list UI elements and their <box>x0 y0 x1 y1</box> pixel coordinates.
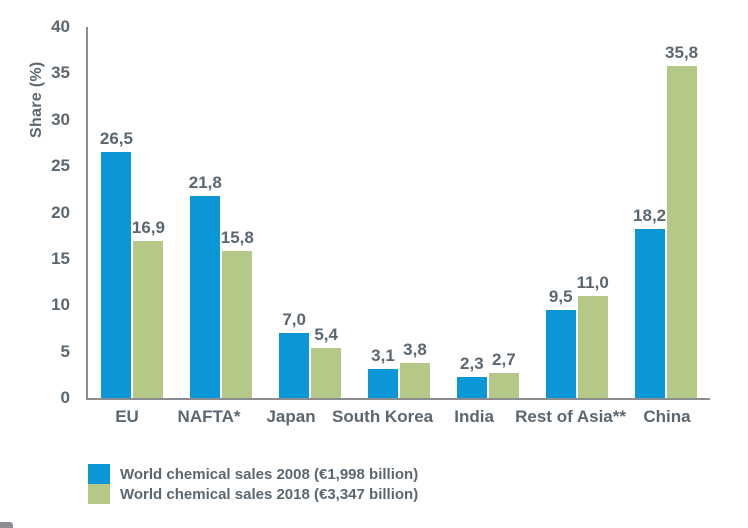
bar: 18,2 <box>633 206 666 398</box>
legend-label: World chemical sales 2018 (€3,347 billio… <box>120 485 419 503</box>
y-tick-label: 35 <box>51 63 70 83</box>
bar: 11,0 <box>577 273 609 398</box>
bar-value-label: 11,0 <box>576 272 609 292</box>
legend-item: World chemical sales 2008 (€1,998 billio… <box>88 464 418 484</box>
x-category-label: NAFTA* <box>177 407 241 426</box>
x-category-label: South Korea <box>332 407 434 426</box>
y-tick-label: 10 <box>51 295 70 315</box>
legend-label: World chemical sales 2008 (€1,998 billio… <box>120 465 419 483</box>
y-tick-label: 40 <box>51 17 70 36</box>
category-group: 9,5 11,0 <box>532 27 621 398</box>
bar: 2,3 <box>456 354 487 398</box>
y-axis-tick-labels: 40 35 30 25 20 15 10 5 0 <box>34 0 78 420</box>
y-tick-label: 5 <box>60 341 70 361</box>
x-category-label: EU <box>115 407 139 426</box>
x-axis-category-labels: EU NAFTA* Japan South Korea India Rest of Asi… <box>86 407 708 427</box>
bar-value-label: 3,1 <box>371 346 395 366</box>
bottom-left-partial-shape <box>0 522 13 528</box>
x-category-label: Rest of Asia** <box>515 407 626 426</box>
bar-value-label: 2,3 <box>460 353 484 373</box>
y-tick-label: 25 <box>51 156 70 176</box>
plot-area: 26,5 16,9 21,8 15,8 7,0 5,4 3,1 3,8 2,3 2,7 9,5 11,… <box>86 27 710 400</box>
bar-value-label: 26,5 <box>99 129 133 149</box>
bar-value-label: 18,2 <box>633 206 667 226</box>
bar-value-label: 21,8 <box>188 172 222 192</box>
bar-value-label: 9,5 <box>548 286 573 306</box>
bar-value-label: 2,7 <box>492 349 516 369</box>
bar: 3,8 <box>400 340 430 398</box>
y-tick-label: 0 <box>60 388 70 407</box>
legend-swatch <box>88 464 110 484</box>
category-group: 2,3 2,7 <box>443 27 532 398</box>
bar-value-label: 35,8 <box>665 42 699 62</box>
bar: 9,5 <box>545 287 576 398</box>
x-category-label: Japan <box>266 407 316 426</box>
chart-legend: World chemical sales 2008 (€1,998 billio… <box>88 464 418 504</box>
x-category-label: China <box>643 407 691 426</box>
bar: 3,1 <box>368 346 398 398</box>
bar: 2,7 <box>488 350 519 398</box>
bar: 26,5 <box>100 129 133 398</box>
category-group: 21,8 15,8 <box>177 27 266 398</box>
bar: 5,4 <box>311 325 342 398</box>
category-group: 18,2 35,8 <box>621 27 710 398</box>
category-group: 3,1 3,8 <box>355 27 444 398</box>
legend-item: World chemical sales 2018 (€3,347 billio… <box>88 484 418 504</box>
x-category-label: India <box>454 407 494 426</box>
bar: 7,0 <box>279 310 310 398</box>
bar: 15,8 <box>221 228 254 398</box>
bar: 16,9 <box>132 218 165 398</box>
y-tick-label: 30 <box>51 109 70 129</box>
legend-swatch <box>88 484 110 504</box>
bar-value-label: 7,0 <box>282 310 306 330</box>
bar-value-label: 3,8 <box>403 339 427 359</box>
y-tick-label: 20 <box>51 202 70 222</box>
category-group: 26,5 16,9 <box>88 27 177 398</box>
bar: 21,8 <box>189 173 222 398</box>
bar-value-label: 5,4 <box>314 324 338 344</box>
bar-value-label: 15,8 <box>220 228 254 248</box>
bar-value-label: 16,9 <box>131 218 165 238</box>
bar: 35,8 <box>665 43 698 398</box>
y-tick-label: 15 <box>51 248 70 268</box>
category-group: 7,0 5,4 <box>266 27 355 398</box>
